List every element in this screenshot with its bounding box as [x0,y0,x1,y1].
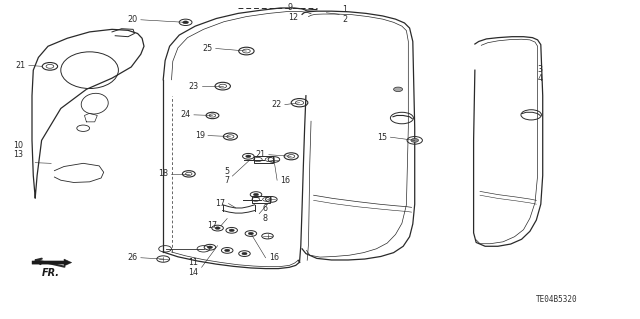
Text: 10
13: 10 13 [13,141,23,159]
Text: 17: 17 [207,221,218,230]
Circle shape [411,138,419,142]
Text: 24: 24 [180,110,191,119]
Circle shape [183,21,188,24]
Text: 19: 19 [195,131,205,140]
Text: 15: 15 [377,133,387,142]
Text: 21: 21 [15,61,26,70]
Text: 23: 23 [188,82,198,91]
Circle shape [229,229,234,232]
Circle shape [246,155,251,158]
Text: 3
4: 3 4 [538,65,543,83]
Circle shape [248,232,253,235]
Text: 25: 25 [202,44,212,53]
Text: 21: 21 [255,150,266,159]
Circle shape [207,246,212,249]
Text: FR.: FR. [42,268,60,278]
Text: 20: 20 [127,15,138,24]
Text: 16: 16 [269,253,279,262]
Text: TE04B5320: TE04B5320 [536,295,578,304]
Text: 22: 22 [271,100,282,109]
Text: 5
7: 5 7 [224,167,229,185]
Circle shape [215,227,220,229]
Text: 17: 17 [215,199,225,208]
Circle shape [225,249,230,252]
Circle shape [242,252,247,255]
Polygon shape [32,259,72,266]
Text: 16: 16 [280,176,291,185]
Text: 9
12: 9 12 [288,4,298,22]
Text: 11
14: 11 14 [188,258,198,277]
Text: 26: 26 [127,253,138,262]
Text: 6
8: 6 8 [262,204,268,223]
Text: 18: 18 [157,169,168,178]
FancyArrowPatch shape [36,259,65,267]
Text: 1
2: 1 2 [342,5,348,24]
Circle shape [394,87,403,92]
Circle shape [253,193,259,196]
